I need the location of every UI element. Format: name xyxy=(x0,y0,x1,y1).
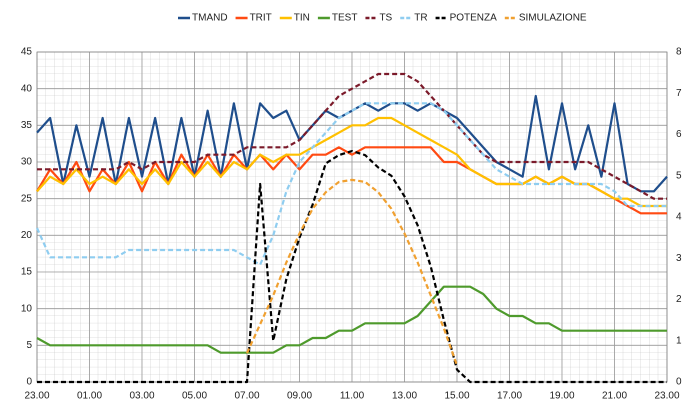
x-tick-label: 07.00 xyxy=(234,391,259,402)
legend-label: TMAND xyxy=(192,13,228,24)
x-tick-label: 09.00 xyxy=(287,391,312,402)
legend-label: POTENZA xyxy=(450,13,498,24)
y2-tick-label: 5 xyxy=(676,170,682,181)
legend-label: TR xyxy=(414,13,427,24)
series-line xyxy=(245,178,459,366)
legend-label: TS xyxy=(379,13,392,24)
series-line xyxy=(37,72,667,200)
legend-label: SIMULAZIONE xyxy=(519,13,587,24)
y-tick-label: 20 xyxy=(21,230,33,241)
y-tick-label: 5 xyxy=(26,340,32,351)
series-line xyxy=(36,116,667,208)
x-tick-label: 03.00 xyxy=(129,391,154,402)
x-tick-label: 17.00 xyxy=(497,391,522,402)
y2-tick-label: 4 xyxy=(676,212,682,223)
y-tick-label: 10 xyxy=(21,303,33,314)
y-tick-label: 45 xyxy=(21,47,33,58)
plot xyxy=(35,72,668,384)
y-tick-label: 15 xyxy=(21,267,33,278)
x-tick-label: 19.00 xyxy=(549,391,574,402)
y2-tick-label: 8 xyxy=(676,47,682,58)
x-tick-label: 13.00 xyxy=(392,391,417,402)
series-line xyxy=(37,149,667,384)
y-tick-label: 35 xyxy=(21,120,33,131)
x-tick-label: 23.00 xyxy=(654,391,679,402)
series-line xyxy=(36,285,667,354)
y-tick-label: 25 xyxy=(21,193,33,204)
y2-tick-label: 7 xyxy=(676,88,682,99)
y2-tick-label: 0 xyxy=(676,377,682,388)
y2-tick-label: 2 xyxy=(676,294,682,305)
y2-tick-label: 3 xyxy=(676,253,682,264)
x-tick-label: 23.00 xyxy=(24,391,49,402)
x-tick-label: 05.00 xyxy=(182,391,207,402)
legend-label: TIN xyxy=(294,13,310,24)
x-tick-label: 01.00 xyxy=(77,391,102,402)
legend-label: TEST xyxy=(332,13,358,24)
x-tick-label: 11.00 xyxy=(340,391,365,402)
y2-tick-label: 1 xyxy=(676,335,682,346)
legend-label: TRIT xyxy=(250,13,272,24)
x-tick-label: 21.00 xyxy=(602,391,627,402)
x-tick-label: 15.00 xyxy=(444,391,469,402)
y2-tick-label: 6 xyxy=(676,129,682,140)
series-line xyxy=(35,102,667,266)
y-tick-label: 40 xyxy=(21,83,33,94)
plot-frame xyxy=(36,51,668,383)
y-tick-label: 0 xyxy=(26,377,32,388)
y-tick-label: 30 xyxy=(21,157,33,168)
legend: TMAND TRIT TIN TEST TS TR POTENZA SIMULAZIONE xyxy=(178,13,587,24)
